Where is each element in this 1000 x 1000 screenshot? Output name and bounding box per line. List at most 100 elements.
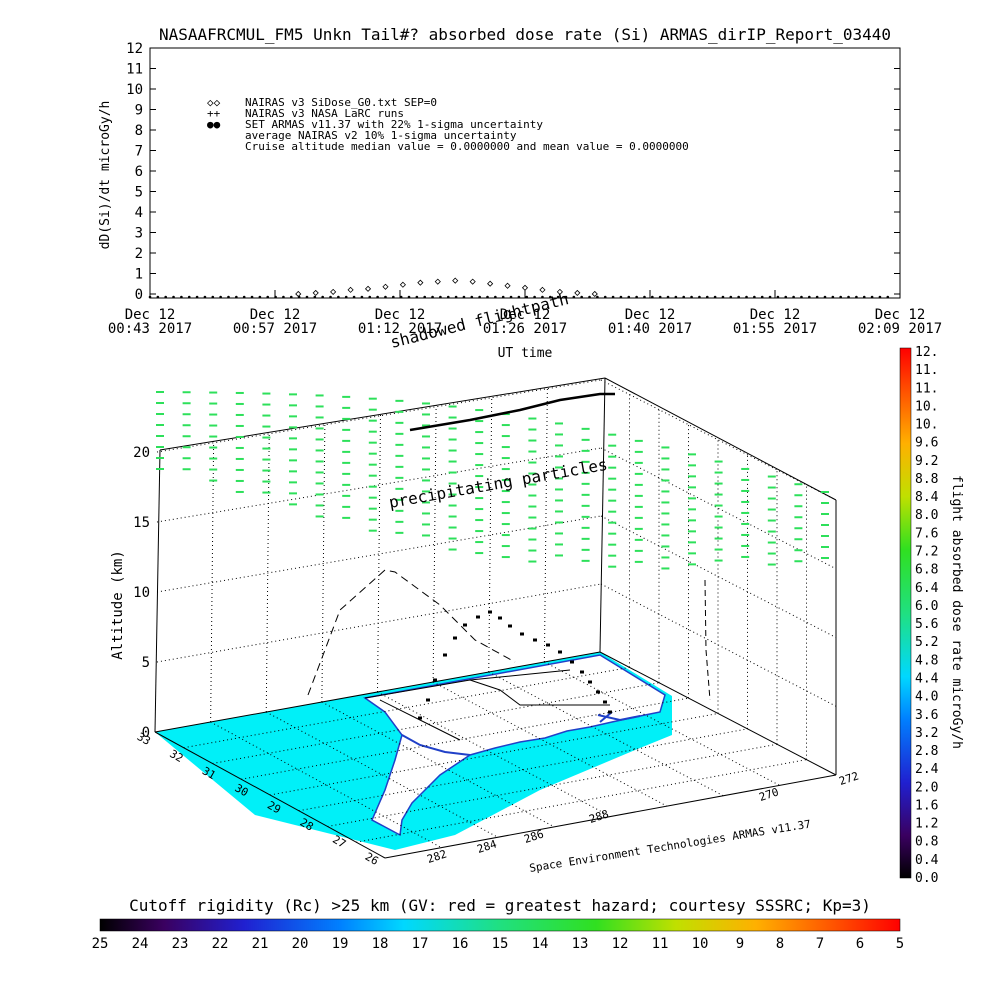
rigidity-tick-label: 17 <box>412 936 429 952</box>
armas-point <box>195 295 199 299</box>
top-chart-y-label: dD(Si)/dt microGy/h <box>98 101 113 250</box>
top-y-tick-label: 10 <box>126 82 143 98</box>
top-x-tick-date: Dec 12 <box>250 307 301 323</box>
armas-point <box>172 295 175 299</box>
rigidity-tick-label: 13 <box>572 936 589 952</box>
dose-rate-tick-label: 4.8 <box>915 653 938 668</box>
armas-point <box>164 295 167 299</box>
dose-rate-tick-label: 8.8 <box>915 472 938 487</box>
rigidity-tick-label: 23 <box>172 936 189 952</box>
top-y-tick-label: 4 <box>135 205 143 221</box>
top-y-tick-label: 0 <box>135 287 143 303</box>
altitude-profile-point <box>608 710 612 714</box>
latitude-tick-label: 33 <box>135 730 153 748</box>
nairas-point <box>469 278 476 285</box>
shadowed-flight-path <box>704 579 711 701</box>
rigidity-tick-label: 25 <box>92 936 109 952</box>
armas-point <box>407 295 411 299</box>
top-chart-frame <box>149 47 901 299</box>
armas-point <box>753 295 756 299</box>
latitude-tick-label: 31 <box>200 764 218 782</box>
dose-rate-colorbar-ticks: 0.0 0.4 0.8 1.2 1.6 2.0 2.4 2.8 3.2 3.6 4.0 4.4 4.8 5… <box>915 345 939 886</box>
wall-gridline <box>488 395 493 673</box>
nairas-point <box>521 284 529 291</box>
wall-gridline <box>210 440 215 723</box>
dose-rate-tick-label: 11. <box>915 381 938 396</box>
latitude-tick-label: 32 <box>167 747 185 765</box>
dose-rate-tick-label: 1.6 <box>915 798 938 813</box>
legend-entry: SET ARMAS v11.37 with 22% 1-sigma uncert… <box>245 118 543 131</box>
armas-point <box>658 295 662 299</box>
rigidity-colorbar: Cutoff rigidity (Rc) >25 km (GV: red = g… <box>92 896 905 952</box>
top-x-tick-date: Dec 12 <box>875 307 926 323</box>
latitude-tick-label: 27 <box>330 833 348 851</box>
armas-point <box>376 295 379 299</box>
longitude-tick-label: 272 <box>837 769 860 788</box>
armas-point <box>572 295 576 299</box>
dose-rate-tick-label: 12. <box>915 345 938 360</box>
armas-point <box>462 295 466 299</box>
rigidity-tick-label: 22 <box>212 936 229 952</box>
altitude-profile-point <box>558 650 562 654</box>
dose-rate-tick-label: 3.2 <box>915 726 938 741</box>
altitude-profile-point <box>588 680 592 684</box>
armas-point <box>862 295 866 299</box>
armas-point <box>242 295 246 299</box>
rigidity-tick-label: 8 <box>776 936 784 952</box>
rigidity-tick-label: 7 <box>816 936 824 952</box>
top-x-tick-time: 00:43 2017 <box>108 321 192 337</box>
nairas-point <box>330 288 337 295</box>
flight-path <box>307 392 711 720</box>
legend-symbol: ++ <box>207 107 221 120</box>
armas-point <box>737 295 740 299</box>
armas-point <box>384 295 387 299</box>
altitude-profile-point <box>463 623 467 627</box>
altitude-profile-point <box>488 610 492 614</box>
top-y-tick-label: 6 <box>135 164 143 180</box>
armas-point <box>800 295 803 299</box>
altitude-profile-point <box>580 670 584 674</box>
armas-point <box>517 295 521 299</box>
rigidity-tick-label: 16 <box>452 936 469 952</box>
top-y-tick-label: 7 <box>135 144 143 160</box>
armas-point <box>690 295 693 299</box>
altitude-profile-point <box>546 643 550 647</box>
dose-rate-tick-label: 2.8 <box>915 744 938 759</box>
wall-gridline <box>543 386 548 663</box>
top-x-tick-date: Dec 12 <box>500 307 551 323</box>
rigidity-tick-label: 11 <box>652 936 669 952</box>
dose-rate-tick-label: 10. <box>915 418 938 433</box>
altitude-ticks: 0 5 10 15 20 <box>133 445 150 741</box>
altitude-profile-point <box>426 698 430 702</box>
altitude-profile-point <box>508 624 512 628</box>
armas-point <box>588 295 591 299</box>
altitude-profile-point <box>433 678 437 682</box>
rigidity-colorbar-gradient <box>99 918 901 932</box>
armas-point <box>705 295 709 299</box>
land-region <box>363 654 666 837</box>
floor-gridline <box>327 743 778 827</box>
dose-rate-tick-label: 8.4 <box>915 490 939 505</box>
coastline-detail <box>401 711 641 756</box>
armas-point <box>541 295 544 299</box>
armas-point <box>533 295 536 299</box>
dose-rate-tick-label: 8.0 <box>915 508 938 523</box>
armas-point <box>431 295 434 299</box>
dose-rate-tick-label: 9.6 <box>915 436 938 451</box>
dose-rate-tick-label: 2.0 <box>915 780 938 795</box>
top-x-tick-date: Dec 12 <box>750 307 801 323</box>
rigidity-tick-label: 18 <box>372 936 389 952</box>
altitude-profile-point <box>520 632 524 636</box>
top-x-tick-time: 00:57 2017 <box>233 321 317 337</box>
armas-point <box>886 295 890 299</box>
armas-point <box>635 295 638 299</box>
armas-point <box>423 295 427 299</box>
dose-rate-tick-label: 7.6 <box>915 526 938 541</box>
dose-rate-tick-label: 0.4 <box>915 853 939 868</box>
latitude-tick-label: 26 <box>363 850 381 868</box>
armas-point <box>486 295 489 299</box>
top-x-tick-time: 01:40 2017 <box>608 321 692 337</box>
top-x-tick-date: Dec 12 <box>375 307 426 323</box>
armas-point <box>792 295 795 299</box>
